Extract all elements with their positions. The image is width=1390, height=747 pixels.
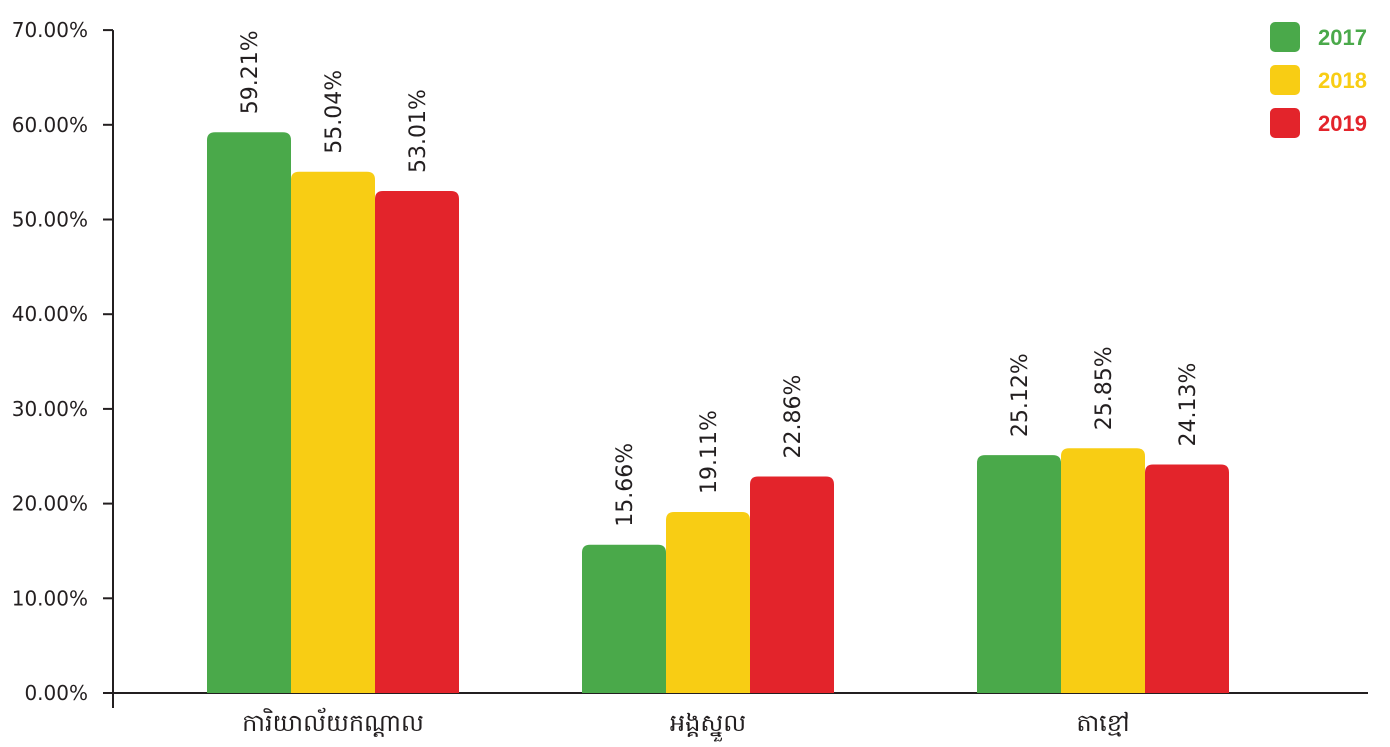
y-tick-label: 10.00%	[12, 586, 88, 610]
bar-2017-2	[977, 455, 1061, 693]
bar-value-label: 19.11%	[697, 410, 722, 494]
y-tick-label: 20.00%	[12, 492, 88, 516]
bar-2019-2	[1145, 464, 1229, 693]
axes: 0.00% 10.00% 20.00% 30.00% 40.00% 50.00% 60.00…	[12, 18, 1368, 742]
bar-value-label: 25.12%	[1008, 353, 1033, 437]
bar-2017-0	[207, 132, 291, 693]
legend-swatch-2018	[1270, 65, 1300, 95]
bar-value-label: 53.01%	[406, 89, 431, 173]
y-tick-label: 50.00%	[12, 208, 88, 232]
y-tick-label: 70.00%	[12, 18, 88, 42]
bar-value-label: 24.13%	[1176, 363, 1201, 447]
y-tick-label: 0.00%	[24, 681, 88, 705]
data-labels: 59.21% 55.04% 53.01% 15.66% 19.11% 22.86% 25.1…	[238, 30, 1201, 526]
x-category-label: ការិយាល័យកណ្តាល	[242, 707, 424, 737]
y-tick-label: 40.00%	[12, 302, 88, 326]
legend-swatch-2019	[1270, 108, 1300, 138]
bar-value-label: 55.04%	[322, 70, 347, 154]
bar-2017-1	[582, 544, 666, 693]
bar-value-label: 25.85%	[1092, 346, 1117, 430]
bars	[207, 132, 1229, 694]
bar-2019-1	[750, 476, 834, 693]
legend-swatch-2017	[1270, 22, 1300, 52]
y-tick-label: 30.00%	[12, 397, 88, 421]
legend-label-2017: 2017	[1318, 25, 1367, 50]
bar-2018-0	[291, 171, 375, 694]
legend-label-2018: 2018	[1318, 68, 1367, 93]
x-category-label: តាខ្មៅ	[1076, 709, 1129, 737]
y-tick-label: 60.00%	[12, 113, 88, 137]
bar-value-label: 59.21%	[238, 30, 263, 114]
legend-label-2019: 2019	[1318, 111, 1367, 136]
bar-value-label: 22.86%	[781, 375, 806, 459]
x-category-label: អង្គស្នួល	[670, 709, 746, 742]
bar-2018-1	[666, 512, 750, 693]
bar-value-label: 15.66%	[613, 443, 638, 527]
bar-2018-2	[1061, 448, 1145, 693]
bar-2019-0	[375, 190, 459, 693]
legend: 2017 2018 2019	[1270, 22, 1367, 138]
